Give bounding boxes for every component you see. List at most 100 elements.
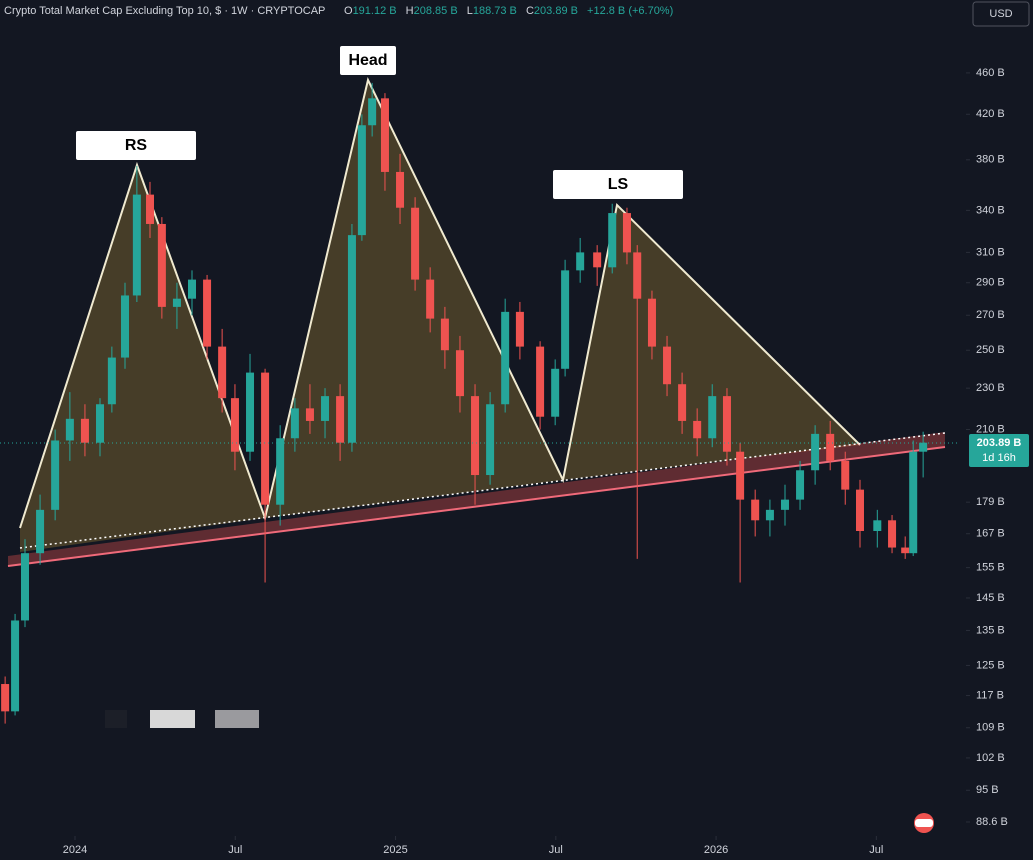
candle-body bbox=[901, 547, 910, 554]
candle-body bbox=[576, 252, 585, 271]
title: Crypto Total Market Cap Excluding Top 10… bbox=[4, 5, 325, 17]
candle-body bbox=[380, 98, 389, 172]
candle-body bbox=[218, 346, 227, 399]
candle-body bbox=[321, 396, 330, 421]
candle-body bbox=[290, 408, 299, 439]
ohlc-legend: O191.12 B H208.85 B L188.73 B C203.89 B … bbox=[344, 5, 673, 17]
candle-body bbox=[347, 235, 356, 443]
y-tick-label: 125 B bbox=[976, 659, 1005, 671]
candle-body bbox=[909, 451, 918, 554]
candle-body bbox=[841, 460, 850, 490]
legend-label: C bbox=[526, 5, 534, 17]
candle-body bbox=[561, 270, 570, 369]
currency[interactable]: USD bbox=[989, 8, 1012, 20]
y-tick-label: 310 B bbox=[976, 246, 1005, 258]
y-tick-label: 109 B bbox=[976, 722, 1005, 734]
candle-body bbox=[357, 125, 366, 236]
candle-body bbox=[80, 418, 89, 443]
y-tick-label: 117 B bbox=[976, 689, 1004, 701]
x-tick-label: Jul bbox=[869, 844, 883, 856]
candle-body bbox=[230, 398, 239, 452]
candle-body bbox=[622, 213, 631, 253]
price-tag-countdown: 1d 16h bbox=[982, 452, 1016, 464]
neckline-zone bbox=[8, 432, 945, 566]
legend-change: +12.8 B (+6.70%) bbox=[587, 5, 673, 17]
y-tick-label: 179 B bbox=[976, 496, 1005, 508]
x-tick-label: 2025 bbox=[383, 844, 407, 856]
neckline-dotted bbox=[19, 432, 946, 549]
candle-body bbox=[276, 438, 285, 505]
candle-body bbox=[722, 396, 731, 452]
candle-body bbox=[693, 420, 702, 439]
candles bbox=[1, 82, 928, 724]
pattern-label: Head bbox=[348, 52, 387, 69]
y-tick-label: 167 B bbox=[976, 528, 1005, 540]
candle-body bbox=[708, 396, 717, 439]
labels: RS Head LS bbox=[76, 46, 683, 199]
candle-body bbox=[107, 357, 116, 405]
candle-body bbox=[501, 311, 510, 405]
y-tick-label: 290 B bbox=[976, 277, 1005, 289]
candle-body bbox=[765, 509, 774, 521]
y-tick-label: 460 B bbox=[976, 67, 1005, 79]
candle-body bbox=[440, 318, 449, 351]
candle-body bbox=[261, 372, 270, 505]
candle-body bbox=[455, 350, 464, 397]
candle-body bbox=[203, 279, 212, 347]
legend-label: H bbox=[406, 5, 414, 17]
pattern-line bbox=[19, 77, 861, 529]
candle-body bbox=[826, 433, 835, 461]
placeholder bbox=[150, 710, 195, 728]
legend-label: O bbox=[344, 5, 353, 17]
candle-body bbox=[305, 408, 314, 421]
candle-body bbox=[157, 223, 166, 307]
candle-body bbox=[647, 298, 656, 347]
price-axis bbox=[966, 0, 1033, 860]
logo bbox=[914, 813, 934, 833]
y-tick-label: 145 B bbox=[976, 592, 1005, 604]
y-tick-label: 250 B bbox=[976, 344, 1005, 356]
x-tick-label: Jul bbox=[549, 844, 563, 856]
candle-body bbox=[146, 194, 155, 224]
y-tick-label: 155 B bbox=[976, 562, 1005, 574]
label-box bbox=[76, 131, 196, 160]
y-tick-label: 420 B bbox=[976, 108, 1005, 120]
candle-body bbox=[633, 252, 642, 299]
candle-body bbox=[1, 684, 10, 712]
y-tick-label: 135 B bbox=[976, 624, 1005, 636]
candle-body bbox=[36, 509, 45, 554]
candle-body bbox=[172, 298, 181, 307]
y-tick-label: 102 B bbox=[976, 752, 1005, 764]
candle-body bbox=[411, 207, 420, 280]
y-tick-label: 270 B bbox=[976, 309, 1005, 321]
candle-body bbox=[471, 396, 480, 476]
legend-value: 188.73 B bbox=[473, 5, 517, 17]
legend-value: 208.85 B bbox=[414, 5, 458, 17]
price-tag bbox=[969, 433, 1029, 467]
candle-body bbox=[888, 520, 897, 548]
candle-body bbox=[736, 451, 745, 500]
candle-body bbox=[796, 470, 805, 500]
x-tick-label: Jul bbox=[228, 844, 242, 856]
candle-body bbox=[551, 368, 560, 417]
placeholder bbox=[215, 710, 259, 728]
candle-body bbox=[919, 442, 928, 452]
x-tick-label: 2026 bbox=[704, 844, 728, 856]
price-tag-label: 203.89 B bbox=[977, 437, 1022, 449]
candle-body bbox=[751, 499, 760, 521]
y-tick-label: 230 B bbox=[976, 382, 1005, 394]
currency-button[interactable] bbox=[972, 1, 1030, 27]
pattern-label: LS bbox=[608, 176, 629, 193]
candle-body bbox=[246, 372, 255, 452]
candle-body bbox=[121, 295, 130, 358]
legend-label: L bbox=[467, 5, 473, 17]
legend-value: 191.12 B bbox=[353, 5, 397, 17]
candle-body bbox=[336, 396, 345, 443]
blurred-controls bbox=[105, 710, 259, 728]
rs-area bbox=[20, 165, 265, 552]
label-box bbox=[340, 46, 396, 75]
placeholder bbox=[105, 710, 127, 728]
label-box bbox=[553, 170, 683, 199]
candle-body bbox=[396, 171, 405, 208]
candle-body bbox=[11, 620, 20, 712]
